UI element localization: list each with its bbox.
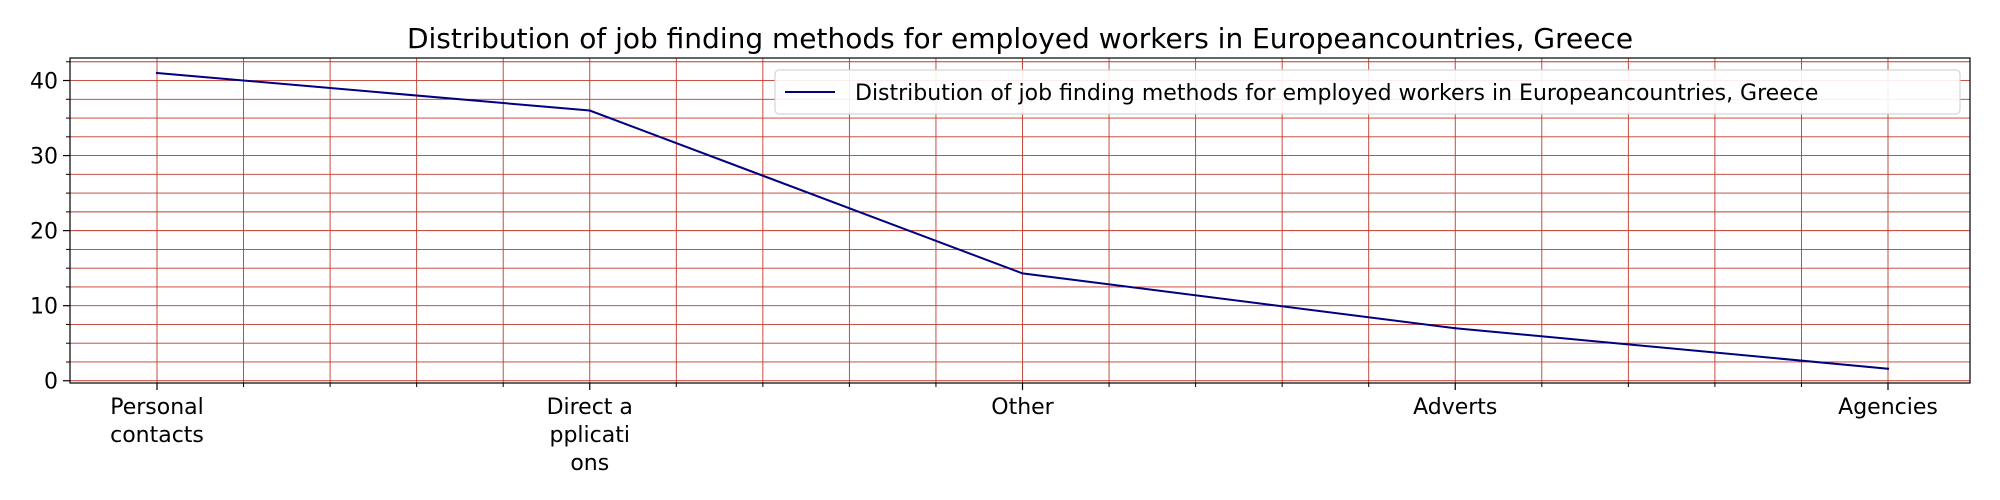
legend: Distribution of job finding methods for … bbox=[774, 69, 1961, 115]
series-group bbox=[155, 71, 1890, 370]
data-point bbox=[1886, 367, 1890, 370]
y-tick-label: 30 bbox=[30, 145, 58, 170]
legend-label: Distribution of job finding methods for … bbox=[855, 81, 1818, 106]
y-axis: 0 10 20 30 40 bbox=[30, 61, 70, 395]
data-point bbox=[155, 71, 159, 75]
data-point bbox=[588, 109, 591, 112]
data-point bbox=[1021, 272, 1024, 275]
x-tick-label: Adverts bbox=[1413, 395, 1497, 420]
legend-box bbox=[774, 69, 1961, 115]
grid bbox=[70, 58, 1970, 383]
y-tick-label: 40 bbox=[30, 70, 58, 95]
x-axis: Personal contacts Direct a pplicati ons Other… bbox=[110, 383, 1938, 476]
x-tick-label: Other bbox=[991, 395, 1054, 420]
chart-title: Distribution of job finding methods for … bbox=[407, 22, 1633, 55]
y-tick-label: 10 bbox=[30, 295, 58, 320]
data-point bbox=[1454, 327, 1457, 330]
plot-frame bbox=[69, 57, 1971, 384]
y-tick-label: 0 bbox=[44, 370, 58, 395]
y-tick-label: 20 bbox=[30, 220, 58, 245]
x-tick-label: Agencies bbox=[1838, 395, 1938, 420]
x-tick-label: Direct a pplicati ons bbox=[547, 395, 633, 476]
x-tick-label: Personal contacts bbox=[110, 395, 204, 448]
